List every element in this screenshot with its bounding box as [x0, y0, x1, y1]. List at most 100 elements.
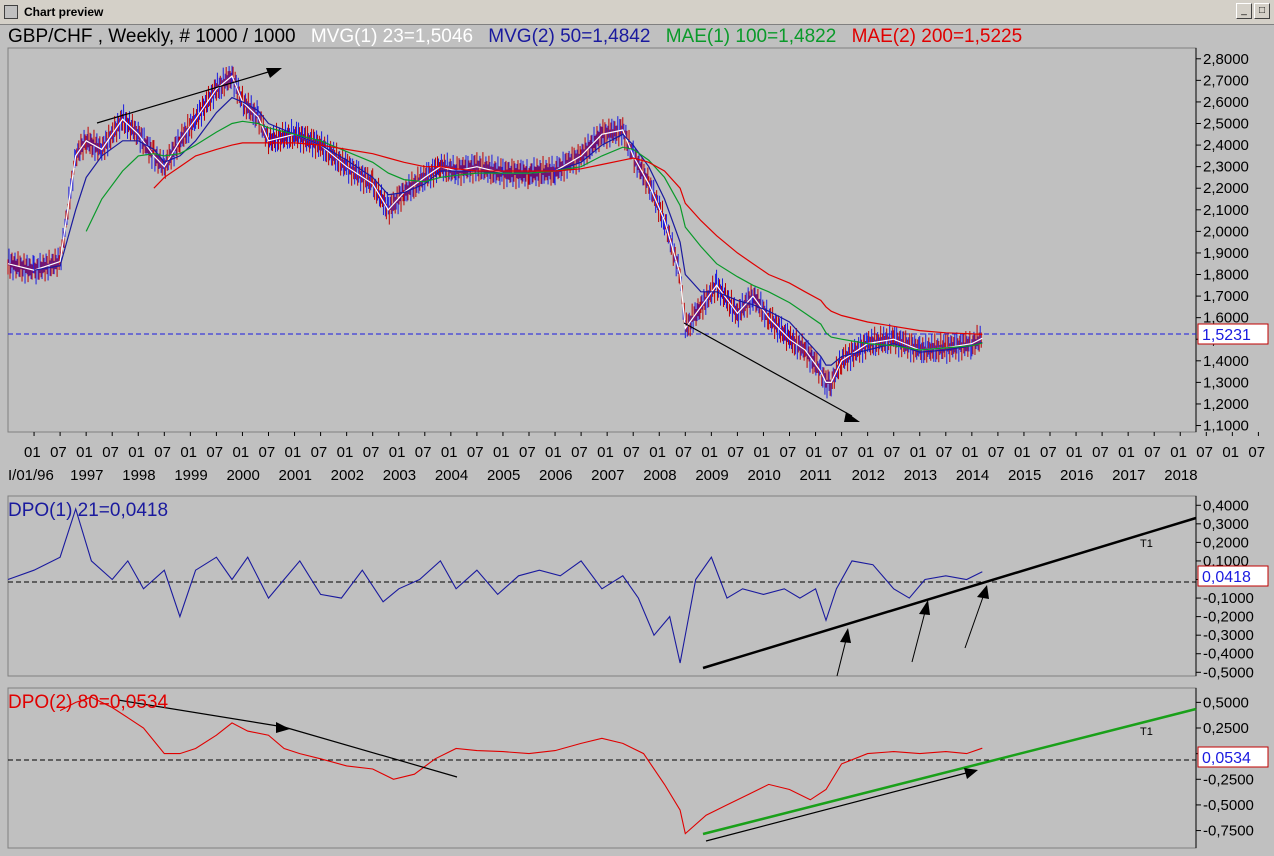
year-tick-label: 2009 [695, 467, 728, 484]
chart-canvas[interactable]: 2,8000 2,7000 2,6000 2,5000 2,4000 2,3000 2,20… [0, 24, 1274, 856]
dpo1-trendline[interactable] [702, 516, 1197, 670]
month-tick-label: 07 [1144, 444, 1161, 461]
dpo1-y-axis: 0,40000,30000,20000,10000,0000-0,1000-0,… [1196, 497, 1254, 681]
month-tick-label: 01 [806, 444, 823, 461]
dpo1-line [7, 507, 983, 664]
month-tick-label: 07 [311, 444, 328, 461]
trend-arrow-up [96, 69, 276, 124]
year-tick-label: 2006 [539, 467, 572, 484]
dpo2-arrow-down-head [276, 722, 290, 733]
price-plot-area [7, 47, 1197, 433]
month-tick-label: 07 [623, 444, 640, 461]
dpo2-title: DPO(2) 80=0,0534 [8, 692, 168, 713]
instrument-label: GBP/CHF , Weekly, # 1000 / 1000 [8, 26, 296, 47]
dpo2-arrow-line [283, 726, 458, 778]
dpo2-arrow-up-head [964, 768, 978, 779]
mae2-label: MAE(2) 200=1,5225 [852, 26, 1023, 47]
price-panel: 2,8000 2,7000 2,6000 2,5000 2,4000 2,3000 2,20… [7, 26, 1269, 435]
chart-header: GBP/CHF , Weekly, # 1000 / 1000 MVG(1) 2… [8, 26, 1022, 47]
year-tick-label: 2018 [1164, 467, 1197, 484]
month-tick-label: 07 [415, 444, 432, 461]
month-tick-label: 01 [232, 444, 249, 461]
trend-arrow-up-head [266, 68, 282, 78]
month-tick-label: 01 [1222, 444, 1239, 461]
y-tick-label: -0,1000 [1203, 590, 1254, 607]
month-tick-label: 01 [910, 444, 927, 461]
price-y-axis: 2,8000 2,7000 2,6000 2,5000 2,4000 2,3000 2,20… [1196, 51, 1249, 435]
month-tick-label: 01 [337, 444, 354, 461]
month-tick-label: 01 [180, 444, 197, 461]
month-tick-label: 07 [1248, 444, 1265, 461]
month-tick-label: 01 [962, 444, 979, 461]
year-tick-label: 2014 [956, 467, 989, 484]
time-axis: 01 07 01 07 01 07 01 07 01 07 01 07 01 07 01 07 01 07 01 07… [8, 432, 1265, 484]
dpo1-series [7, 507, 983, 664]
year-tick-label: 2016 [1060, 467, 1093, 484]
dpo2-series [59, 696, 983, 835]
month-tick-label: 01 [1066, 444, 1083, 461]
month-tick-label: 07 [363, 444, 380, 461]
year-tick-label: I/01/96 [8, 467, 54, 484]
dpo1-trendline-label: T1 [1140, 538, 1153, 550]
y-tick-label: 1,9000 [1203, 245, 1249, 262]
y-tick-label: 1,6000 [1203, 310, 1249, 327]
y-tick-label: 1,4000 [1203, 353, 1249, 370]
month-tick-label: 01 [76, 444, 93, 461]
dpo2-arrow-down [117, 699, 285, 728]
year-tick-label: 2002 [331, 467, 364, 484]
y-tick-label: 2,6000 [1203, 94, 1249, 111]
y-tick-label: -0,2500 [1203, 771, 1254, 788]
mae2-line [153, 142, 983, 335]
month-tick-label: 07 [936, 444, 953, 461]
dpo1-title: DPO(1) 21=0,0418 [8, 500, 168, 521]
month-tick-label: 07 [1040, 444, 1057, 461]
window-titlebar: Chart preview _ □ [0, 0, 1274, 25]
dpo1-touch-arrows [836, 585, 989, 677]
year-tick-label: 2011 [800, 467, 832, 484]
minimize-button[interactable]: _ [1236, 3, 1252, 19]
y-tick-label: -0,7500 [1203, 823, 1254, 840]
y-tick-label: -0,2000 [1203, 609, 1254, 626]
month-tick-label: 07 [206, 444, 223, 461]
dpo2-last-box [1197, 746, 1269, 768]
month-tick-label: 07 [467, 444, 484, 461]
dpo2-arrow-up [705, 771, 971, 842]
month-tick-label: 01 [128, 444, 145, 461]
year-tick-label: 2015 [1008, 467, 1041, 484]
year-tick-label: 2007 [591, 467, 624, 484]
month-tick-label: 07 [1092, 444, 1109, 461]
year-tick-label: 1997 [70, 467, 103, 484]
month-tick-label: 01 [858, 444, 875, 461]
month-tick-label: 01 [649, 444, 666, 461]
year-tick-label: 1998 [122, 467, 155, 484]
dpo2-plot-area [7, 687, 1197, 849]
maximize-button[interactable]: □ [1254, 3, 1270, 19]
month-tick-label: 07 [727, 444, 744, 461]
month-tick-label: 07 [519, 444, 536, 461]
mvg2-label: MVG(2) 50=1,4842 [488, 26, 650, 47]
month-tick-label: 07 [988, 444, 1005, 461]
month-tick-label: 01 [24, 444, 41, 461]
dpo2-panel: 0,50000,25000,0000-0,2500-0,5000-0,7500 … [7, 687, 1269, 849]
price-moving-averages [7, 75, 983, 383]
trend-arrow-down [683, 322, 853, 417]
y-tick-label: -0,4000 [1203, 646, 1254, 663]
year-tick-label: 2005 [487, 467, 520, 484]
y-tick-label: 1,8000 [1203, 267, 1249, 284]
dpo2-trendline-label: T1 [1140, 726, 1153, 738]
year-tick-label: 2010 [747, 467, 780, 484]
month-tick-label: 07 [675, 444, 692, 461]
app-icon [4, 5, 18, 19]
y-tick-label: 0,2000 [1203, 534, 1249, 551]
y-tick-label: -0,3000 [1203, 627, 1254, 644]
dpo1-last-value: 0,0418 [1202, 569, 1251, 586]
y-tick-label: 2,8000 [1203, 51, 1249, 68]
dpo1-plot-area [7, 495, 1197, 677]
month-tick-label: 01 [753, 444, 770, 461]
y-tick-label: 2,0000 [1203, 223, 1249, 240]
month-tick-label: 01 [1118, 444, 1135, 461]
month-tick-label: 01 [1170, 444, 1187, 461]
y-tick-label: 1,7000 [1203, 288, 1249, 305]
dpo2-trendline[interactable] [702, 707, 1197, 836]
month-tick-label: 01 [701, 444, 718, 461]
